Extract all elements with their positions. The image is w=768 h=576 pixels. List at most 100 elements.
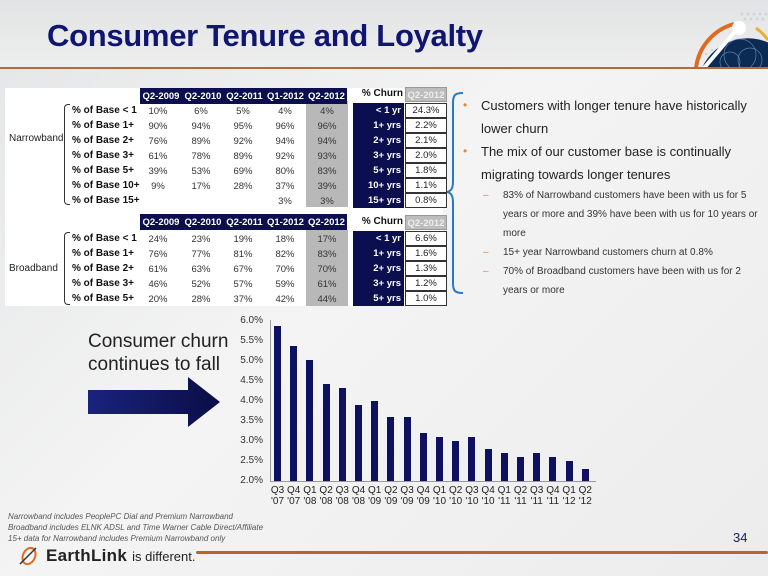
table-cell: 61% <box>148 264 168 275</box>
x-tick-label: Q2'09 <box>384 485 398 507</box>
slide-header: Consumer Tenure and Loyalty <box>0 0 768 68</box>
table-cell: 9% <box>151 181 165 192</box>
row-label: % of Base 5+ <box>72 293 134 304</box>
table-cell: 92% <box>275 151 295 162</box>
bar <box>468 436 476 481</box>
col-header: Q2-2011 <box>226 216 263 228</box>
table-cell: 4% <box>278 106 292 117</box>
y-tick: 2.5% <box>240 455 263 466</box>
y-tick: 2.0% <box>240 475 263 486</box>
churn-label: < 1 yr <box>353 231 404 246</box>
x-tick-label: Q2'10 <box>449 485 463 507</box>
bullet-item: • Customers with longer tenure have histo… <box>463 94 763 140</box>
brand-name: EarthLink <box>46 546 128 565</box>
highlight-column <box>306 101 348 207</box>
row-label: % of Base 15+ <box>72 195 140 206</box>
x-tick-label: Q1'10 <box>432 485 447 507</box>
table-cell: 44% <box>317 294 337 305</box>
bar <box>306 360 314 481</box>
broadband-header-row: Q2-2009 Q2-2010 Q2-2011 Q1-2012 Q2-2012 <box>140 214 347 230</box>
churn-value: 1.2% <box>405 276 447 291</box>
bar <box>338 388 346 481</box>
narrowband-header-row: Q2-2009 Q2-2010 Q2-2011 Q1-2012 Q2-2012 <box>140 88 347 104</box>
earthlink-logo: EarthLink is different. <box>18 546 195 566</box>
y-tick: 4.0% <box>240 395 263 406</box>
churn-row: 2+ yrs 1.3% <box>353 261 447 276</box>
churn-row: 15+ yrs 0.8% <box>353 193 447 208</box>
broadband-label: Broadband <box>9 263 58 274</box>
table-cell: 67% <box>233 264 253 275</box>
bar <box>565 460 573 481</box>
narrowband-churn-header: % Churn Q2-2012 <box>353 87 447 102</box>
table-cell: 63% <box>191 264 211 275</box>
x-tick-label: Q3'11 <box>530 485 544 507</box>
bar <box>419 432 427 481</box>
table-cell: 57% <box>233 279 253 290</box>
churn-value: 0.8% <box>405 193 447 208</box>
churn-label: < 1 yr <box>353 103 404 118</box>
table-cell: 81% <box>233 249 253 260</box>
bullet-dot-icon: • <box>463 98 468 112</box>
row-label: % of Base 1+ <box>72 248 134 259</box>
table-cell: 92% <box>233 136 253 147</box>
footnote: Broadband includes ELNK ADSL and Time Wa… <box>8 523 264 532</box>
table-cell: 94% <box>275 136 295 147</box>
bullet-text: Customers with longer tenure have histor… <box>481 98 747 136</box>
churn-value: 1.8% <box>405 163 447 178</box>
dash-icon: – <box>483 247 489 258</box>
churn-label: 15+ yrs <box>353 193 404 208</box>
row-label: % of Base 2+ <box>72 135 134 146</box>
sub-bullet-item: – 15+ year Narrowband customers churn at … <box>463 243 763 262</box>
table-cell: 89% <box>233 151 253 162</box>
col-header: Q1-2012 <box>267 90 304 102</box>
header-divider <box>0 67 768 69</box>
table-cell: 61% <box>148 151 168 162</box>
table-cell: 78% <box>191 151 211 162</box>
table-cell: 52% <box>191 279 211 290</box>
slide-title: Consumer Tenure and Loyalty <box>47 18 483 53</box>
table-cell: 18% <box>275 234 295 245</box>
row-label: % of Base 3+ <box>72 150 134 161</box>
churn-period: Q2-2012 <box>405 215 447 230</box>
sub-bullet-text: 70% of Broadband customers have been wit… <box>503 266 741 296</box>
churn-value: 1.3% <box>405 261 447 276</box>
churn-row: 3+ yrs 2.0% <box>353 148 447 163</box>
x-tick-label: Q3'07 <box>270 485 285 507</box>
table-cell: 93% <box>317 151 337 162</box>
churn-row: 10+ yrs 1.1% <box>353 178 447 193</box>
x-tick-label: Q2'12 <box>578 485 592 507</box>
col-header: Q1-2012 <box>267 216 304 228</box>
table-cell: 76% <box>148 136 168 147</box>
x-tick-label: Q4'08 <box>351 485 366 507</box>
x-tick-label: Q4'07 <box>287 485 301 507</box>
table-cell: 3% <box>320 196 334 207</box>
table-cell: 17% <box>317 234 337 245</box>
churn-row: 5+ yrs 1.8% <box>353 163 447 178</box>
churn-header-label: % Churn <box>361 216 403 227</box>
col-header: Q2-2010 <box>184 216 222 228</box>
sub-bullet-text: 15+ year Narrowband customers churn at 0… <box>503 247 713 258</box>
bullet-item: • The mix of our customer base is continu… <box>463 140 763 186</box>
table-cell: 76% <box>148 249 168 260</box>
x-tick-label: Q1'12 <box>562 485 576 507</box>
y-tick: 3.0% <box>240 435 263 446</box>
churn-row: 2+ yrs 2.1% <box>353 133 447 148</box>
narrowband-brace <box>64 104 70 205</box>
dash-icon: – <box>483 266 489 277</box>
table-cell: 94% <box>317 136 337 147</box>
table-cell: 89% <box>191 136 211 147</box>
bar <box>403 416 411 481</box>
churn-label: 3+ yrs <box>353 148 404 163</box>
bar <box>533 452 541 481</box>
table-cell: 61% <box>317 279 337 290</box>
table-cell: 6% <box>194 106 208 117</box>
table-cell: 20% <box>148 294 168 305</box>
y-tick: 5.5% <box>240 335 263 346</box>
bar <box>549 456 557 481</box>
churn-callout: Consumer churn continues to fall <box>88 330 228 376</box>
bar <box>581 468 589 481</box>
table-cell: 5% <box>236 106 250 117</box>
bar <box>322 384 330 481</box>
footer-divider <box>196 551 768 554</box>
bar <box>355 404 362 481</box>
